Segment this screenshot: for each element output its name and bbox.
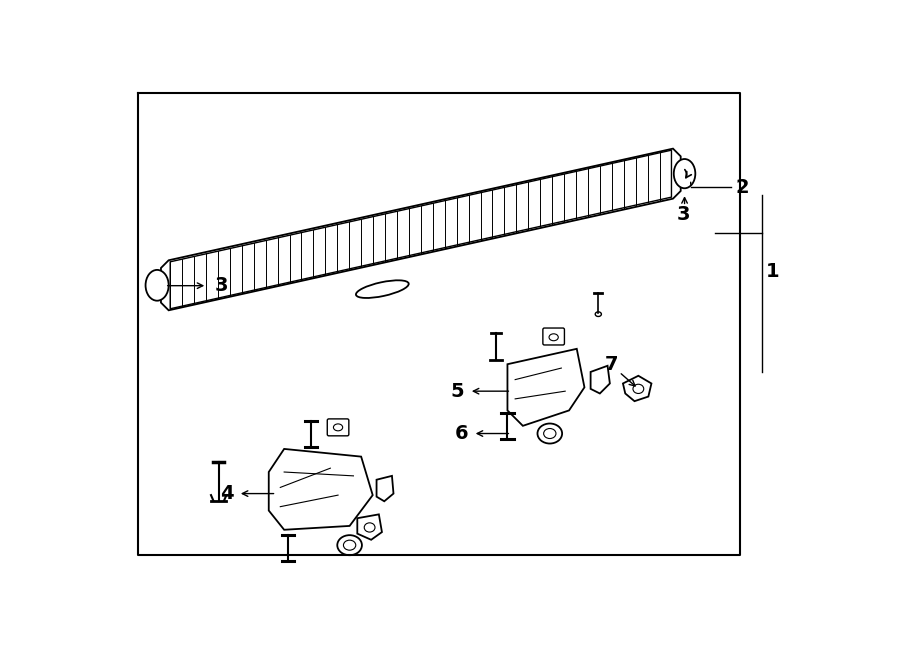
Text: 3: 3: [676, 204, 689, 223]
Text: 6: 6: [454, 424, 468, 443]
Polygon shape: [357, 514, 382, 540]
Polygon shape: [269, 449, 373, 529]
Text: 3: 3: [214, 276, 228, 295]
Text: 2: 2: [735, 178, 749, 196]
Ellipse shape: [338, 535, 362, 555]
Ellipse shape: [537, 424, 562, 444]
Ellipse shape: [674, 159, 696, 188]
Polygon shape: [623, 375, 652, 401]
Ellipse shape: [595, 312, 601, 317]
FancyBboxPatch shape: [328, 419, 349, 436]
FancyBboxPatch shape: [543, 328, 564, 345]
Polygon shape: [508, 349, 584, 426]
Polygon shape: [161, 149, 680, 310]
Text: 5: 5: [451, 381, 464, 401]
Text: 1: 1: [766, 262, 780, 282]
Polygon shape: [170, 150, 671, 309]
Polygon shape: [376, 476, 393, 501]
Ellipse shape: [146, 270, 168, 301]
Text: 7: 7: [605, 355, 618, 373]
Text: 4: 4: [220, 484, 233, 503]
Polygon shape: [590, 366, 610, 393]
